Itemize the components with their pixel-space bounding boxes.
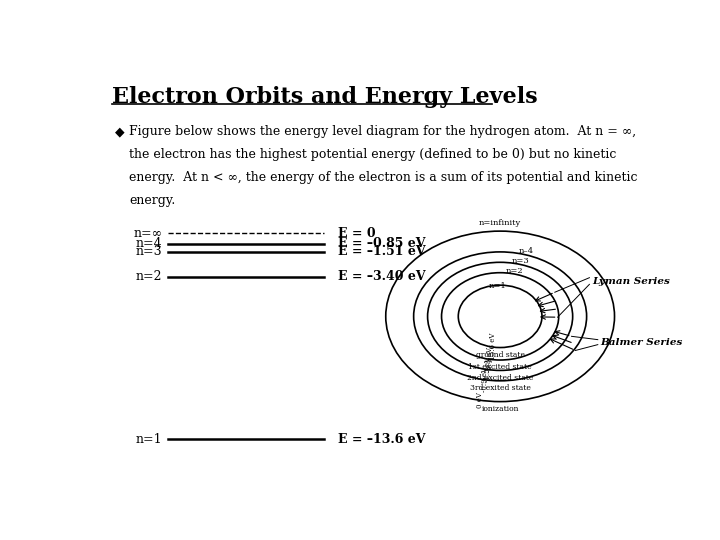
Text: -0.9 eV: -0.9 eV xyxy=(481,367,489,393)
Text: n=4: n=4 xyxy=(136,237,163,250)
Text: E = –3.40 eV: E = –3.40 eV xyxy=(338,271,426,284)
Text: the electron has the highest potential energy (defined to be 0) but no kinetic: the electron has the highest potential e… xyxy=(129,148,616,161)
Text: 2nd excited state: 2nd excited state xyxy=(467,374,534,382)
Text: 1st excited state: 1st excited state xyxy=(468,363,532,372)
Text: n–4: n–4 xyxy=(518,247,534,255)
Text: ionization: ionization xyxy=(482,405,519,413)
Text: -13.6 eV: -13.6 eV xyxy=(489,333,497,362)
Text: E = –1.51 eV: E = –1.51 eV xyxy=(338,245,426,259)
Text: energy.: energy. xyxy=(129,194,175,207)
Text: n=2: n=2 xyxy=(506,267,523,275)
Text: Figure below shows the energy level diagram for the hydrogen atom.  At n = ∞,: Figure below shows the energy level diag… xyxy=(129,125,636,138)
Text: 3rd exited state: 3rd exited state xyxy=(469,384,531,392)
Text: -3.4 eV: -3.4 eV xyxy=(486,347,494,372)
Text: n=1: n=1 xyxy=(136,433,163,446)
Text: n=2: n=2 xyxy=(136,271,163,284)
Text: n=3: n=3 xyxy=(136,245,163,259)
Text: E = –0.85 eV: E = –0.85 eV xyxy=(338,237,426,250)
Text: -1.5 eV: -1.5 eV xyxy=(484,357,492,382)
Text: n=1: n=1 xyxy=(489,282,507,290)
Text: Electron Orbits and Energy Levels: Electron Orbits and Energy Levels xyxy=(112,85,538,107)
Text: 0 eV: 0 eV xyxy=(476,393,485,408)
Text: ◆: ◆ xyxy=(115,125,125,138)
Text: E = –13.6 eV: E = –13.6 eV xyxy=(338,433,426,446)
Text: n=∞: n=∞ xyxy=(133,227,163,240)
Text: E = 0: E = 0 xyxy=(338,227,376,240)
Text: n=3: n=3 xyxy=(512,257,529,265)
Text: n=infinity: n=infinity xyxy=(479,219,521,227)
Text: energy.  At n < ∞, the energy of the electron is a sum of its potential and kine: energy. At n < ∞, the energy of the elec… xyxy=(129,171,638,184)
Text: Balmer Series: Balmer Series xyxy=(600,338,683,347)
Text: Lyman Series: Lyman Series xyxy=(593,276,670,286)
Text: ground state: ground state xyxy=(476,351,525,359)
